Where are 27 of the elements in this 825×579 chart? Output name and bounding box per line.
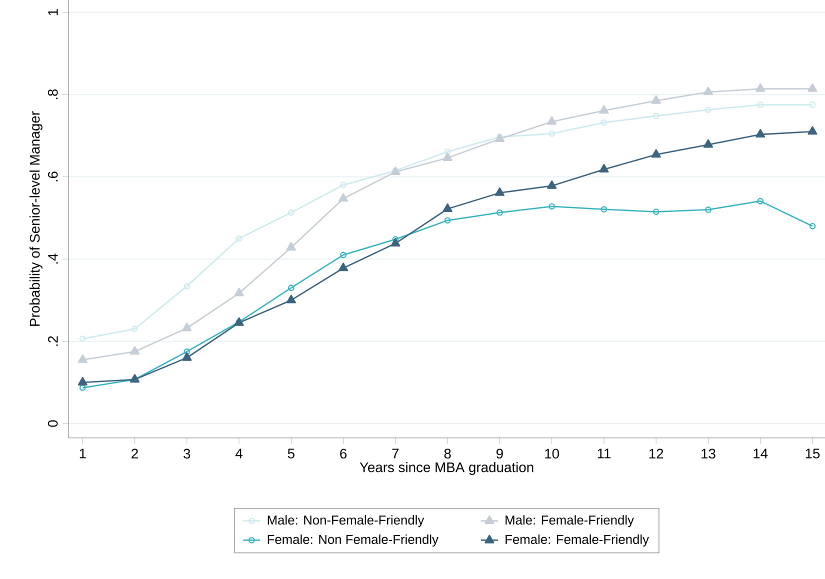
y-tick-label: .2 [48, 336, 58, 346]
y-tick-label: .8 [48, 89, 58, 99]
x-tick-label: 1 [80, 448, 86, 458]
x-tick-label: 8 [444, 448, 451, 458]
legend-label: Male: Non-Female-Friendly [268, 515, 424, 528]
x-tick-label: 2 [132, 448, 138, 458]
x-tick-label: 13 [702, 448, 716, 458]
x-tick-label: 3 [184, 448, 190, 458]
legend-label: Male: Female-Friendly [506, 515, 634, 528]
x-tick-label: 5 [288, 448, 294, 458]
x-tick-label: 12 [649, 448, 664, 458]
y-tick-label: .4 [48, 254, 58, 264]
x-tick-label: 15 [806, 448, 820, 458]
x-axis-title: Years since MBA graduation [360, 462, 534, 475]
x-tick-label: 14 [754, 448, 768, 458]
x-tick-label: 6 [340, 448, 347, 458]
y-tick-label: 0 [48, 420, 58, 427]
x-tick-label: 10 [545, 448, 560, 458]
y-tick-label: 1 [48, 9, 58, 16]
x-tick-label: 4 [235, 448, 242, 458]
legend-label: Female: Female-Friendly [506, 534, 649, 546]
x-tick-label: 7 [392, 448, 399, 458]
y-tick-label: .6 [48, 172, 58, 182]
y-axis-title: Probability of Senior-level Manager [30, 111, 42, 326]
legend-label: Female: Non Female-Friendly [268, 534, 438, 546]
x-tick-label: 11 [598, 448, 610, 458]
x-tick-label: 9 [496, 448, 503, 458]
